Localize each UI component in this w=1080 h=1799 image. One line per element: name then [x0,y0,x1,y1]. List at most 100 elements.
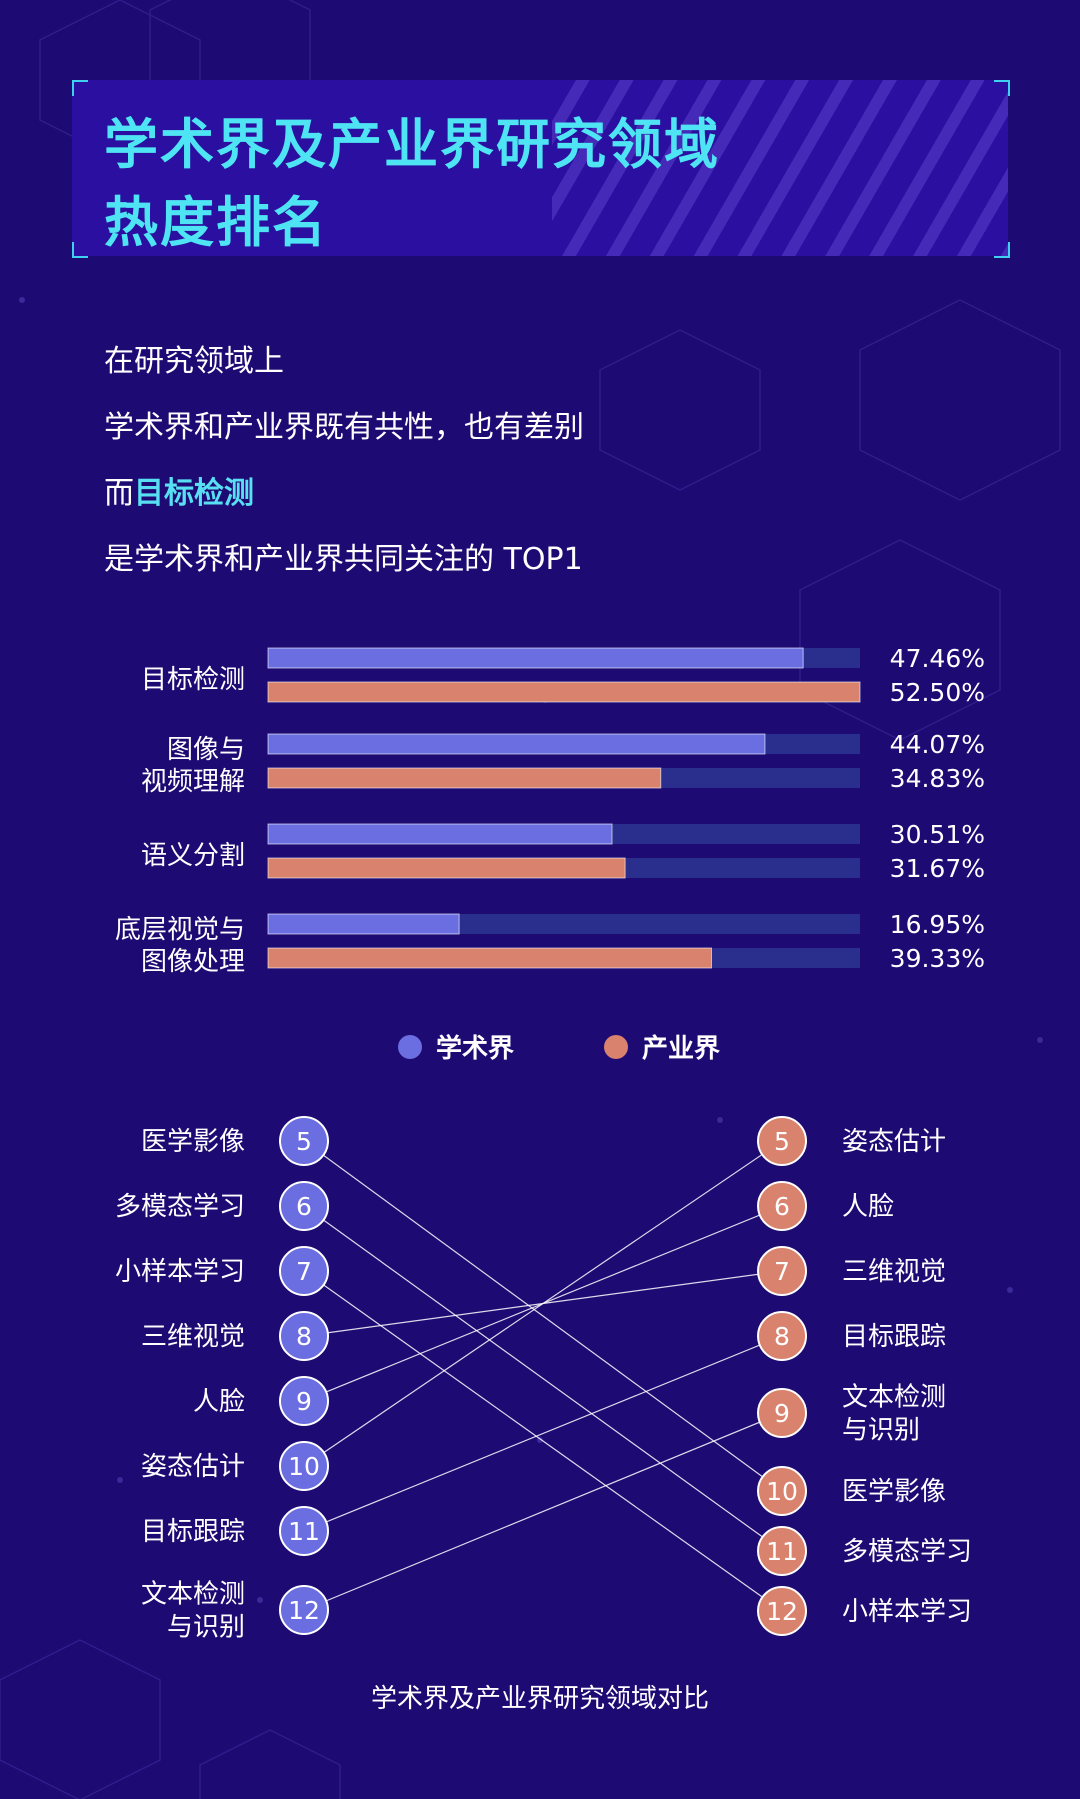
rank-circle-industry [757,1466,807,1516]
bar-academic [267,733,766,755]
data-label: 34.83% [890,764,985,793]
legend-swatch-industry [604,1034,628,1059]
page-title-line2: 热度排名 [104,191,328,254]
rank-number: 11 [766,1537,798,1566]
bar-academic [267,647,804,669]
data-label: 52.50% [890,678,985,707]
corner-bracket-bottom-left [72,242,88,258]
rank-number: 7 [774,1257,790,1286]
legend-label-academic: 学术界 [436,1034,515,1064]
rank-circle-academic [279,1441,329,1491]
field-label: 姿态估计 [842,1127,946,1157]
intro-highlight-object-detection: 目标检测 [134,476,254,511]
rank-link-line [303,1412,783,1611]
bar-academic [267,913,460,935]
rank-link-line [303,1335,783,1532]
intro-line-3-prefix: 而 [104,476,134,511]
field-label: 目标跟踪 [842,1322,946,1352]
rank-number: 6 [774,1192,790,1221]
field-label: 与识别 [842,1416,920,1446]
data-label: 30.51% [890,820,985,849]
field-label: 人脸 [842,1192,894,1222]
rank-number: 9 [774,1399,790,1428]
legend-item-industry: 产业界 [604,1028,720,1065]
rank-circle-industry [757,1526,807,1576]
figure-caption: 学术界及产业界研究领域对比 [370,1684,709,1714]
legend-swatch-academic [398,1034,422,1059]
intro-line-2: 学术界和产业界既有共性，也有差别 [104,410,584,445]
rank-circle-industry [757,1388,807,1438]
rank-number: 8 [296,1322,312,1351]
data-label: 44.07% [890,730,985,759]
corner-bracket-top-left [72,80,88,96]
rank-circle-industry [757,1246,807,1296]
field-label: 多模态学习 [115,1192,245,1222]
intro-line-3: 而目标检测 [104,468,254,512]
field-label: 医学影像 [842,1477,946,1507]
bar-industry [267,857,626,879]
rank-circle-industry [757,1586,807,1636]
field-label: 文本检测 [141,1580,245,1610]
rank-number: 10 [766,1477,798,1506]
field-label: 小样本学习 [842,1597,972,1627]
corner-bracket-bottom-right [994,242,1010,258]
bar-industry [267,681,861,703]
rank-number: 12 [766,1597,798,1626]
rank-number: 12 [288,1596,320,1625]
legend-item-academic: 学术界 [398,1028,514,1065]
rank-circle-industry [757,1181,807,1231]
intro-line-4: 是学术界和产业界共同关注的 TOP1 [104,542,583,577]
field-label: 三维视觉 [842,1257,946,1287]
rank-link-line [303,1140,783,1492]
field-label: 与识别 [167,1613,245,1643]
bar-academic [267,823,613,845]
rank-number: 5 [774,1127,790,1156]
field-label: 人脸 [193,1387,245,1417]
field-label: 文本检测 [842,1383,946,1413]
ranking-comparison-chart: 5 医学影像 6 多模态学习 7 小样本学习 8 三维视觉 9 人脸 10 姿态估计 11 目标跟踪 12 文… [115,1116,972,1643]
corner-bracket-top-right [994,80,1010,96]
category-label: 图像与 [167,735,245,765]
bar-industry [267,947,712,969]
rank-number: 10 [288,1452,320,1481]
category-label: 底层视觉与 [115,915,245,945]
rank-link-line [303,1140,783,1467]
title-banner [72,80,1008,256]
rank-number: 8 [774,1322,790,1351]
rank-circle-industry [757,1311,807,1361]
field-label: 三维视觉 [141,1322,245,1352]
field-label: 目标跟踪 [141,1517,245,1547]
rank-circle-academic [279,1585,329,1635]
rank-circle-academic [279,1506,329,1556]
rank-number: 7 [296,1257,312,1286]
bar-industry [267,767,662,789]
rank-circle-academic [279,1376,329,1426]
category-label: 目标检测 [141,665,245,695]
page-title-line1: 学术界及产业界研究领域 [104,113,720,176]
rank-link-line [303,1205,783,1552]
chart-legend: 学术界 产业界 [0,1028,1080,1068]
legend-label-industry: 产业界 [642,1034,721,1064]
rank-number: 5 [296,1127,312,1156]
intro-line-1: 在研究领域上 [104,344,284,379]
category-label: 语义分割 [141,841,245,871]
category-label: 图像处理 [141,947,245,977]
field-label: 医学影像 [141,1127,245,1157]
rank-link-line [303,1270,783,1612]
rank-number: 6 [296,1192,312,1221]
field-label: 小样本学习 [115,1257,245,1287]
data-label: 16.95% [890,910,985,939]
data-label: 39.33% [890,944,985,973]
data-label: 47.46% [890,644,985,673]
rank-circle-industry [757,1116,807,1166]
rank-number: 9 [296,1387,312,1416]
category-label: 视频理解 [141,767,245,797]
data-label: 31.67% [890,854,985,883]
field-label: 多模态学习 [842,1537,972,1567]
rank-number: 11 [288,1517,320,1546]
rank-circle-academic [279,1311,329,1361]
rank-circle-academic [279,1246,329,1296]
rank-circle-academic [279,1116,329,1166]
rank-circle-academic [279,1181,329,1231]
